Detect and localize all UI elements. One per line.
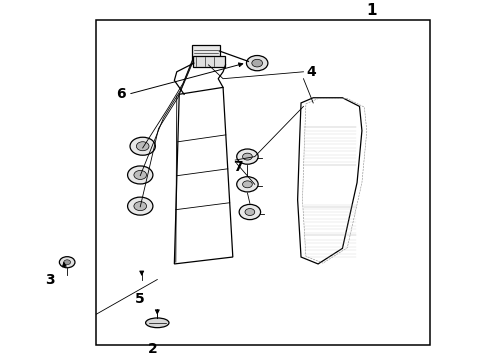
FancyBboxPatch shape bbox=[192, 45, 220, 60]
Circle shape bbox=[246, 55, 268, 71]
Circle shape bbox=[136, 142, 149, 151]
Circle shape bbox=[127, 197, 153, 215]
Circle shape bbox=[134, 171, 147, 180]
Circle shape bbox=[134, 202, 147, 211]
Text: 4: 4 bbox=[306, 65, 316, 79]
Circle shape bbox=[130, 137, 155, 155]
Circle shape bbox=[127, 166, 153, 184]
Circle shape bbox=[243, 153, 252, 160]
Text: 6: 6 bbox=[116, 87, 125, 101]
Circle shape bbox=[237, 149, 258, 164]
Circle shape bbox=[245, 208, 255, 216]
Text: 5: 5 bbox=[135, 292, 145, 306]
Circle shape bbox=[243, 181, 252, 188]
Circle shape bbox=[252, 59, 263, 67]
Ellipse shape bbox=[146, 318, 169, 328]
Text: 7: 7 bbox=[233, 160, 243, 174]
Text: 2: 2 bbox=[147, 342, 157, 356]
Text: 3: 3 bbox=[45, 273, 55, 287]
Circle shape bbox=[239, 204, 261, 220]
Circle shape bbox=[237, 177, 258, 192]
Circle shape bbox=[59, 257, 75, 268]
Text: 1: 1 bbox=[367, 3, 377, 18]
FancyBboxPatch shape bbox=[193, 55, 225, 67]
Circle shape bbox=[64, 260, 71, 265]
